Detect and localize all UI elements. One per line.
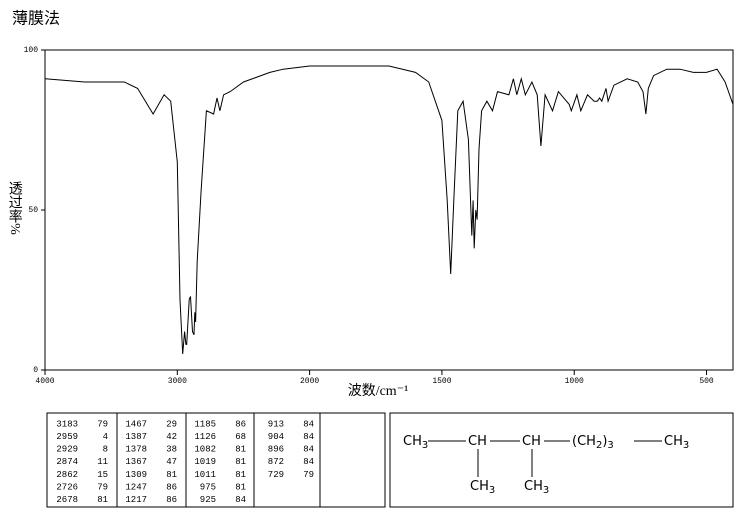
table-wavenumber: 1217 <box>125 495 147 505</box>
y-tick-label: 50 <box>28 206 38 215</box>
chem-text: CH <box>468 434 487 449</box>
table-transmittance: 86 <box>166 495 177 505</box>
table-transmittance: 79 <box>303 470 314 480</box>
table-transmittance: 29 <box>166 419 177 429</box>
table-transmittance: 81 <box>235 445 246 455</box>
table-wavenumber: 2726 <box>56 482 78 492</box>
table-wavenumber: 729 <box>268 470 284 480</box>
chem-text: (CH <box>572 434 596 449</box>
chem-group: CH3 <box>664 434 689 452</box>
table-transmittance: 86 <box>235 419 246 429</box>
table-transmittance: 81 <box>166 470 177 480</box>
table-wavenumber: 975 <box>200 482 216 492</box>
table-wavenumber: 1185 <box>194 419 216 429</box>
chem-group: (CH2)3 <box>572 434 614 452</box>
table-transmittance: 84 <box>303 419 314 429</box>
chem-group: CH3 <box>403 434 428 452</box>
x-tick-label: 1000 <box>565 377 584 386</box>
table-wavenumber: 1011 <box>194 470 216 480</box>
chem-text: CH <box>522 434 541 449</box>
x-tick-label: 2000 <box>300 377 319 386</box>
x-tick-label: 4000 <box>35 377 54 386</box>
structure-frame <box>389 412 734 508</box>
table-wavenumber: 2929 <box>56 445 78 455</box>
chem-subscript: 3 <box>489 485 495 496</box>
table-wavenumber: 1309 <box>125 470 147 480</box>
table-wavenumber: 913 <box>268 419 284 429</box>
chem-text: CH <box>524 479 543 494</box>
table-transmittance: 84 <box>303 457 314 467</box>
plot-frame <box>44 49 734 371</box>
table-wavenumber: 2862 <box>56 470 78 480</box>
table-wavenumber: 1019 <box>194 457 216 467</box>
chem-subscript: 3 <box>422 440 428 451</box>
table-transmittance: 81 <box>235 482 246 492</box>
table-wavenumber: 904 <box>268 432 284 442</box>
spectrum-line <box>44 65 734 355</box>
table-wavenumber: 3183 <box>56 419 78 429</box>
table-wavenumber: 2874 <box>56 457 78 467</box>
chem-text: CH <box>470 479 489 494</box>
x-tick-label: 1500 <box>432 377 451 386</box>
table-transmittance: 8 <box>103 445 108 455</box>
x-axis-label: 波数/cm⁻¹ <box>348 383 409 399</box>
table-transmittance: 86 <box>166 482 177 492</box>
table-wavenumber: 2959 <box>56 432 78 442</box>
table-transmittance: 79 <box>97 482 108 492</box>
chem-subscript: 2 <box>596 440 602 451</box>
table-wavenumber: 1247 <box>125 482 147 492</box>
chem-group: CH3 <box>470 479 495 497</box>
table-wavenumber: 1126 <box>194 432 216 442</box>
chem-group: CH <box>522 434 541 449</box>
y-tick-label: 0 <box>33 366 38 375</box>
table-transmittance: 4 <box>103 432 108 442</box>
chem-text: CH <box>403 434 422 449</box>
table-transmittance: 84 <box>303 445 314 455</box>
table-transmittance: 84 <box>303 432 314 442</box>
peak-table-frame <box>46 412 386 508</box>
table-transmittance: 42 <box>166 432 177 442</box>
table-transmittance: 68 <box>235 432 246 442</box>
chem-group: CH <box>468 434 487 449</box>
chem-subscript: 3 <box>683 440 689 451</box>
table-wavenumber: 1367 <box>125 457 147 467</box>
chem-text: ) <box>602 434 607 449</box>
table-wavenumber: 1467 <box>125 419 147 429</box>
table-wavenumber: 2678 <box>56 495 78 505</box>
table-transmittance: 79 <box>97 419 108 429</box>
table-wavenumber: 872 <box>268 457 284 467</box>
table-transmittance: 38 <box>166 445 177 455</box>
x-tick-label: 500 <box>699 377 714 386</box>
table-transmittance: 81 <box>235 457 246 467</box>
chem-subscript: 3 <box>543 485 549 496</box>
y-axis-label: 透过率% <box>7 181 23 235</box>
table-wavenumber: 925 <box>200 495 216 505</box>
table-wavenumber: 896 <box>268 445 284 455</box>
table-transmittance: 11 <box>97 457 108 467</box>
table-wavenumber: 1387 <box>125 432 147 442</box>
chem-subscript: 3 <box>607 440 613 451</box>
table-transmittance: 81 <box>97 495 108 505</box>
table-transmittance: 81 <box>235 470 246 480</box>
chem-text: CH <box>664 434 683 449</box>
chem-group: CH3 <box>524 479 549 497</box>
table-transmittance: 84 <box>235 495 246 505</box>
table-transmittance: 15 <box>97 470 108 480</box>
table-wavenumber: 1378 <box>125 445 147 455</box>
chart-title: 薄膜法 <box>12 10 60 28</box>
x-tick-label: 3000 <box>168 377 187 386</box>
table-wavenumber: 1082 <box>194 445 216 455</box>
table-transmittance: 47 <box>166 457 177 467</box>
y-tick-label: 100 <box>24 46 39 55</box>
